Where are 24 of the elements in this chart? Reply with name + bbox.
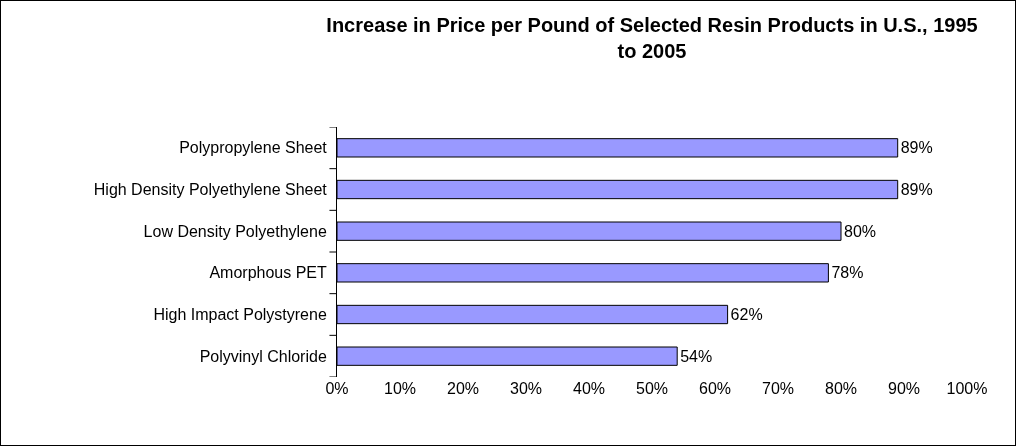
data-label: 78%	[831, 264, 864, 282]
x-tick-label: 30%	[509, 380, 543, 397]
x-tick-label: 0%	[325, 380, 349, 397]
x-tick-label: 60%	[698, 380, 732, 397]
x-tick-label: 10%	[383, 380, 417, 397]
data-label: 54%	[680, 347, 713, 365]
chart-title: Increase in Price per Pound of Selected Resin Products in U.S., 1995 to 2005	[326, 14, 978, 63]
x-tick-label: 50%	[635, 380, 669, 397]
data-label: 89%	[900, 139, 933, 157]
x-tick-label: 90%	[887, 380, 921, 397]
y-tick-label: Low Density Polyethylene	[143, 222, 327, 240]
data-label: 62%	[730, 306, 763, 323]
x-tick-label: 20%	[446, 380, 480, 397]
data-label: 89%	[900, 181, 933, 198]
x-tick-label: 100%	[946, 380, 988, 397]
y-tick-label: Amorphous PET	[209, 264, 328, 282]
y-tick-label: High Density Polyethylene Sheet	[93, 181, 328, 199]
x-tick-label: 40%	[572, 380, 606, 397]
data-label: 80%	[844, 222, 877, 240]
x-tick-label: 70%	[761, 380, 795, 397]
y-tick-label: Polypropylene Sheet	[179, 139, 328, 157]
x-tick-label: 80%	[824, 380, 858, 397]
y-tick-label: Polyvinyl Chloride	[199, 347, 327, 365]
y-tick-label: High Impact Polystyrene	[153, 306, 327, 324]
